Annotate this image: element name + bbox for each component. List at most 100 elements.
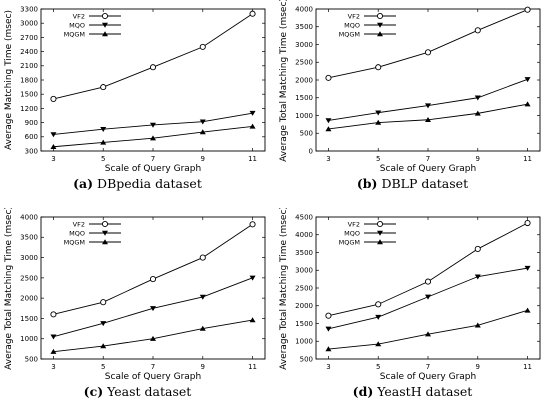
y-tick-label: 1000 [295,338,313,346]
data-point [375,119,382,125]
x-tick-label: 9 [476,155,480,163]
data-point [524,307,531,313]
y-axis-label: Average Total Matching Time (msec) [279,0,289,162]
x-tick-label: 11 [248,363,257,371]
data-point [524,6,531,13]
legend-marker [376,220,384,228]
y-tick-label: 1000 [20,335,38,343]
legend-marker [102,230,108,236]
legend-marker [102,239,108,245]
data-point [375,314,382,320]
chart-panel-dblp: 0 500 1000 1500 2000 2500 3000 3500 4000 3 5 7 9 11 Sc… [275,0,550,208]
legend-marker [377,31,383,37]
y-tick-label: 300 [25,147,38,155]
data-point [50,334,57,340]
data-point [149,276,157,283]
x-tick-label: 5 [376,155,380,163]
data-point [474,322,481,328]
data-point [474,274,481,280]
series-vf2 [325,219,531,319]
y-tick-label: 2500 [20,274,38,282]
y-tick-label: 3000 [295,267,313,275]
legend-marker [101,220,109,228]
y-tick-label: 2100 [20,62,38,70]
chart-panel-dbpedia: 300 600 900 1200 1500 1800 2100 2400 2700 3000 330… [0,0,275,208]
data-point [50,95,57,102]
line-chart-dbpedia: 300 600 900 1200 1500 1800 2100 2400 2700 3000 330… [4,5,266,174]
y-tick-label: 500 [300,130,313,138]
caption-text: YeastH dataset [377,384,473,399]
data-point [100,299,107,306]
y-tick-label: 3500 [20,234,38,242]
data-point [50,132,57,138]
series-mqgm [50,123,256,149]
y-tick-label: 4000 [295,5,313,13]
caption-letter: (c) [83,384,104,399]
x-tick-label: 11 [523,363,532,371]
data-point [150,335,156,341]
legend-label: MQO [69,21,85,29]
data-point [249,275,256,281]
caption-text: DBLP dataset [381,176,469,191]
y-tick-label: 1000 [295,112,313,120]
x-tick-label: 11 [523,155,532,163]
legend-marker [377,239,383,245]
series-vf2 [50,221,256,318]
y-tick-label: 3000 [20,20,38,28]
caption-letter: (a) [73,176,94,191]
data-point [50,348,57,354]
x-tick-label: 7 [426,363,430,371]
legend-label: VF2 [348,220,360,228]
data-point [100,321,107,327]
chart-panel-yeasth: 500 1000 1500 2000 2500 3000 3500 4000 4500 3 5 7 9 1… [275,208,550,416]
data-point [50,311,57,318]
y-tick-label: 3500 [295,23,313,31]
x-tick-label: 3 [51,155,55,163]
x-tick-label: 5 [376,363,380,371]
y-tick-label: 900 [25,119,38,127]
data-point [100,84,107,91]
data-point [249,123,256,129]
data-point [325,346,332,352]
data-point [50,143,57,149]
x-tick-label: 7 [426,155,430,163]
series-vf2 [50,10,256,102]
legend-marker [102,22,108,28]
legend-label: MQO [69,229,85,237]
series-line [328,78,528,121]
chart-panel-yeast: 500 1000 1500 2000 2500 3000 3500 4000 3 5 7 9 11 Sca… [0,208,275,416]
series-mqo [325,265,531,332]
data-point [199,294,206,300]
y-tick-label: 4000 [20,213,38,221]
y-tick-label: 1500 [295,320,313,328]
y-tick-label: 2000 [20,295,38,303]
legend-label: VF2 [73,220,85,228]
y-tick-label: 3300 [20,5,38,13]
y-tick-label: 2700 [20,34,38,42]
series-line [328,309,528,350]
x-tick-label: 9 [476,363,480,371]
data-point [199,43,206,50]
y-tick-label: 2000 [295,302,313,310]
legend-marker [102,31,108,37]
x-tick-label: 3 [51,363,55,371]
y-tick-label: 2500 [295,284,313,292]
caption-text: DBpedia dataset [97,176,202,191]
data-point [524,101,531,107]
data-point [375,110,382,116]
legend-label: MQO [344,229,360,237]
series-mqgm [325,101,531,132]
legend-label: MQGM [339,238,360,246]
legend-label: MQGM [64,30,85,38]
data-point [375,64,382,71]
data-point [474,245,481,253]
legend-label: MQGM [64,238,85,246]
data-point [150,135,156,141]
legend-label: MQGM [339,30,360,38]
series-mqo [50,275,256,340]
data-point [249,317,256,323]
caption-letter: (b) [356,176,378,191]
data-point [325,118,332,124]
